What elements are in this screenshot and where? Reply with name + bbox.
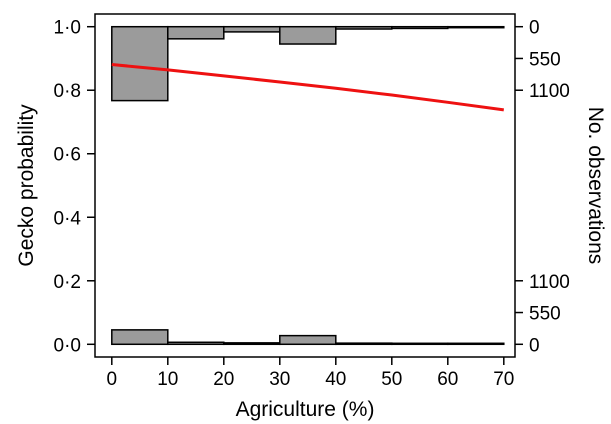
bottom-hist-bar <box>447 342 505 346</box>
probability-curve-group <box>111 63 505 112</box>
x-tick-label: 40 <box>325 369 346 390</box>
x-tick-label: 30 <box>269 369 290 390</box>
top-hist-bar <box>223 25 281 33</box>
y-axis-left: 0·0 0·2 0·4 0·6 0·8 1·0 <box>54 18 95 356</box>
top-hist-bar <box>279 25 337 45</box>
y2-tick-label: 0 <box>529 18 540 39</box>
x-tick-label: 60 <box>437 369 458 390</box>
top-hist-bar <box>391 25 449 30</box>
y-axis-right: 0 550 1100 1100 550 0 <box>515 18 570 356</box>
bottom-hist-bar <box>111 329 169 346</box>
bottom-hist-bar <box>391 342 449 346</box>
bottom-hist-bar <box>335 342 393 346</box>
x-axis: 0 10 20 30 40 50 60 70 <box>107 357 514 390</box>
plot-frame <box>94 13 516 358</box>
y2-axis-label: No. observations <box>584 107 607 265</box>
y-tick-label: 1·0 <box>54 18 81 39</box>
x-axis-label: Agriculture (%) <box>236 398 375 421</box>
y-tick-label: 0·8 <box>54 81 81 102</box>
y-tick-label: 0·2 <box>54 272 81 293</box>
y-axis-label: Gecko probability <box>15 104 38 267</box>
bottom-hist-bar <box>223 342 281 346</box>
x-tick-label: 70 <box>493 369 514 390</box>
y-tick-label: 0·6 <box>54 145 81 166</box>
x-tick-label: 20 <box>213 369 234 390</box>
y2-tick-label: 0 <box>529 335 540 356</box>
x-tick-label: 0 <box>107 369 118 390</box>
y2-tick-label: 550 <box>529 49 561 70</box>
y-tick-label: 0·4 <box>54 208 82 229</box>
bottom-hist-bar <box>167 341 225 346</box>
x-tick-label: 50 <box>381 369 402 390</box>
bottom-hist-bar <box>279 334 337 346</box>
bottom-histogram <box>111 329 505 346</box>
x-tick-label: 10 <box>157 369 178 390</box>
y-tick-label: 0·0 <box>54 335 81 356</box>
top-histogram <box>111 25 505 102</box>
probability-curve <box>111 63 505 112</box>
y2-tick-label: 550 <box>529 304 561 325</box>
top-hist-bar <box>111 25 169 102</box>
y2-tick-label: 1100 <box>529 272 570 293</box>
top-hist-bar <box>335 25 393 30</box>
top-hist-bar <box>167 25 225 40</box>
y2-tick-label: 1100 <box>529 81 570 102</box>
top-hist-bar <box>447 25 505 29</box>
